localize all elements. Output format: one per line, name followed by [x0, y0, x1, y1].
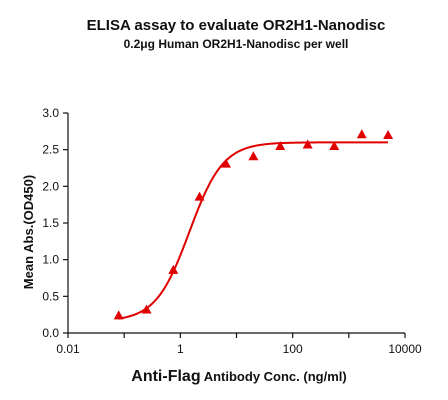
data-point [383, 130, 394, 139]
data-point [220, 158, 231, 168]
x-tick-label: 0.01 [56, 342, 80, 356]
data-point [329, 141, 340, 150]
x-axis-label-main: Anti-Flag [131, 368, 200, 385]
x-tick-label: 1 [177, 342, 184, 356]
data-points [113, 129, 394, 320]
chart-subtitle: 0.2μg Human OR2H1-Nanodisc per well [124, 37, 349, 51]
data-point [356, 129, 367, 139]
data-point [275, 141, 286, 150]
y-tick-label: 1.5 [42, 216, 59, 230]
y-tick-label: 3.0 [42, 106, 59, 120]
y-tick-label: 1.0 [42, 253, 59, 267]
y-tick-label: 0.5 [42, 289, 59, 303]
x-axis-label-rest: Antibody Conc. (ng/ml) [201, 369, 347, 384]
y-tick-label: 0.0 [42, 326, 59, 340]
data-point [141, 304, 152, 314]
data-point [194, 191, 205, 201]
data-point [168, 264, 179, 274]
y-axis-label: Mean Abs.(OD450) [21, 175, 36, 289]
fit-curve-line [118, 141, 389, 320]
x-axis-label: Anti-Flag Antibody Conc. (ng/ml) [131, 368, 346, 385]
data-point [113, 310, 124, 320]
y-tick-label: 2.5 [42, 143, 59, 157]
axes [67, 113, 405, 334]
chart-title: ELISA assay to evaluate OR2H1-Nanodisc [87, 17, 386, 34]
x-tick-label: 10000 [388, 342, 422, 356]
x-ticks: 0.01 1 100 10000 [56, 333, 422, 356]
x-tick-label: 100 [283, 342, 303, 356]
data-point [248, 151, 259, 161]
y-ticks: 0.0 0.5 1.0 1.5 2.0 2.5 3.0 [42, 106, 68, 340]
y-tick-label: 2.0 [42, 179, 59, 193]
data-point [302, 139, 313, 149]
